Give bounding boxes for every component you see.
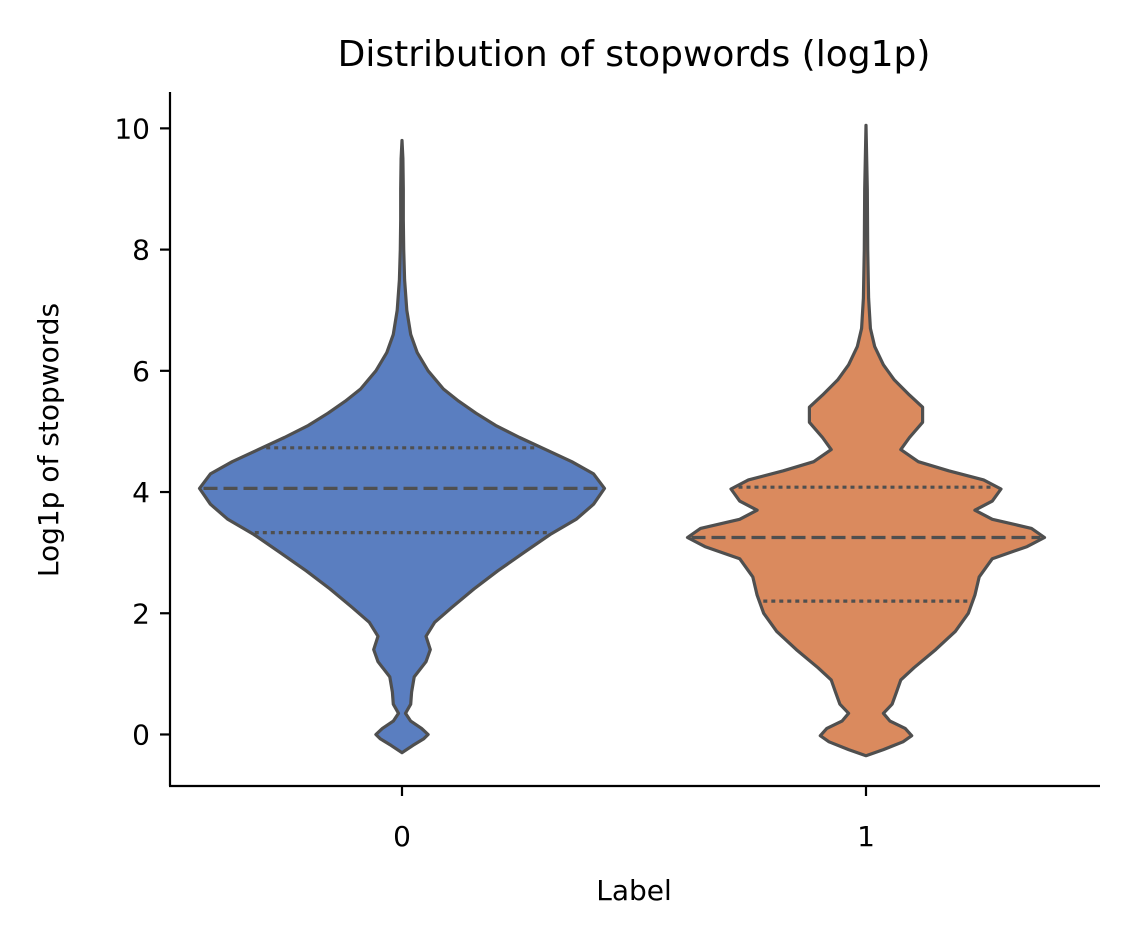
y-tick-label: 0: [132, 718, 150, 751]
violin-body-0: [197, 138, 607, 755]
chart-title: Distribution of stopwords (log1p): [338, 34, 931, 75]
violins-group: [197, 123, 1047, 758]
x-axis-label: Label: [596, 874, 672, 907]
y-axis-ticks: 0 2 4 6 8 10: [114, 112, 170, 751]
y-tick-label: 8: [132, 234, 150, 267]
y-axis-label: Log1p of stopwords: [32, 303, 65, 577]
y-tick-label: 2: [132, 597, 150, 630]
x-tick-label: 0: [393, 820, 411, 853]
violin-body-1: [685, 123, 1047, 758]
y-tick-label: 4: [132, 476, 150, 509]
y-tick-label: 6: [132, 355, 150, 388]
x-tick-label: 1: [857, 820, 875, 853]
y-tick-label: 10: [114, 112, 150, 145]
